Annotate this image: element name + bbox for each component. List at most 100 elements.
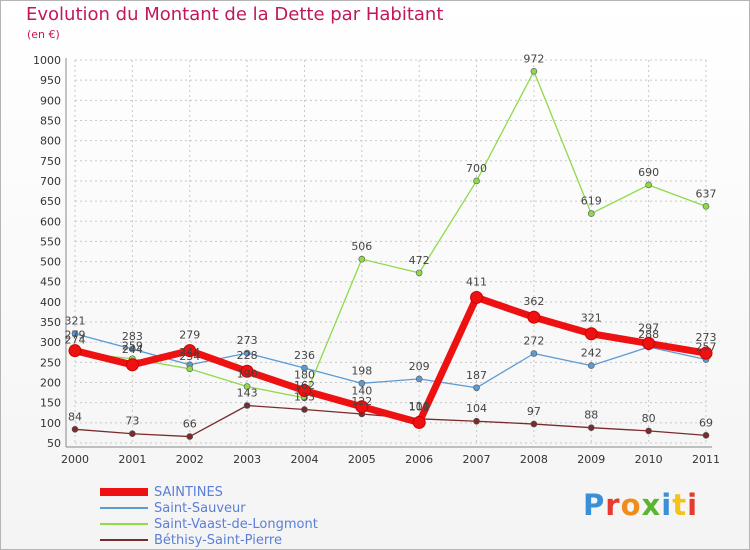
data-label: 162 <box>294 379 315 392</box>
data-point <box>71 425 79 433</box>
logo-letter: i <box>661 488 673 522</box>
data-point <box>301 406 308 413</box>
y-tick-label: 950 <box>40 74 61 87</box>
data-label: 140 <box>351 385 372 398</box>
data-point <box>587 362 595 369</box>
legend-label: SAINTINES <box>154 484 223 500</box>
data-point <box>702 203 710 210</box>
y-tick-label: 100 <box>40 417 61 430</box>
data-label: 234 <box>179 350 200 363</box>
grid-layer <box>74 59 707 444</box>
y-tick-label: 550 <box>40 235 61 248</box>
legend-label: Béthisy-Saint-Pierre <box>154 532 282 548</box>
y-tick-label: 600 <box>40 215 61 228</box>
data-label: 187 <box>466 369 487 382</box>
series-line-1 <box>74 333 707 389</box>
data-label: 190 <box>237 368 258 381</box>
data-label: 297 <box>638 321 659 334</box>
data-label: 272 <box>523 334 544 347</box>
series-line-2 <box>74 70 707 399</box>
data-point <box>68 344 82 358</box>
data-label: 88 <box>584 409 598 422</box>
data-label: 288 <box>638 328 659 341</box>
data-label: 97 <box>527 405 541 418</box>
logo-letter: P <box>583 488 606 522</box>
data-point <box>530 350 538 357</box>
data-point <box>473 417 480 425</box>
data-point <box>412 415 426 429</box>
data-point <box>129 430 136 438</box>
data-label: 972 <box>523 52 544 65</box>
data-label: 73 <box>125 415 139 428</box>
x-tick-label: 2007 <box>463 453 491 466</box>
legend-item: Béthisy-Saint-Pierre <box>100 532 318 548</box>
y-tick-label: 750 <box>40 155 61 168</box>
x-tick-label: 2011 <box>692 453 720 466</box>
data-label: 690 <box>638 166 659 179</box>
y-tick-label: 900 <box>40 94 61 107</box>
x-tick-label: 2003 <box>233 453 261 466</box>
y-tick-label: 50 <box>47 437 61 450</box>
data-label: 321 <box>581 312 602 325</box>
chart-title: Evolution du Montant de la Dette par Hab… <box>26 4 444 25</box>
x-tick-label: 2010 <box>635 453 663 466</box>
y-tick-label: 200 <box>40 377 61 390</box>
data-point <box>473 384 480 392</box>
x-tick-label: 2002 <box>176 453 204 466</box>
data-point <box>243 383 251 390</box>
data-label: 506 <box>351 240 372 253</box>
series-line-3 <box>74 404 707 438</box>
y-tick-label: 300 <box>40 336 61 349</box>
data-point <box>301 364 308 372</box>
data-label: 122 <box>351 395 372 408</box>
legend-swatch <box>100 539 148 541</box>
y-tick-label: 500 <box>40 256 61 269</box>
logo-letter: r <box>605 488 621 522</box>
x-tick-label: 2000 <box>61 453 89 466</box>
data-label: 180 <box>294 369 315 382</box>
legend-swatch <box>100 523 148 525</box>
data-point <box>527 310 541 324</box>
y-tick-label: 850 <box>40 114 61 127</box>
data-label: 273 <box>237 334 258 347</box>
data-label: 198 <box>351 364 372 377</box>
data-point <box>645 427 652 435</box>
y-tick-label: 700 <box>40 175 61 188</box>
data-label: 283 <box>122 330 143 343</box>
data-point <box>186 433 194 440</box>
logo-letter: x <box>641 488 662 522</box>
data-label: 101 <box>409 400 430 413</box>
data-label: 69 <box>699 416 713 429</box>
logo-letter: i <box>687 488 699 522</box>
data-label: 80 <box>642 412 656 425</box>
series-line-0 <box>71 293 710 426</box>
logo-letter: t <box>672 488 688 522</box>
y-tick-label: 350 <box>40 316 61 329</box>
data-label: 619 <box>581 195 602 208</box>
x-tick-label: 2005 <box>348 453 376 466</box>
chart-unit: (en €) <box>27 28 60 41</box>
data-label: 259 <box>122 340 143 353</box>
data-label: 279 <box>179 329 200 342</box>
data-label: 209 <box>409 360 430 373</box>
data-point <box>415 375 423 383</box>
data-label: 411 <box>466 275 487 288</box>
y-tick-label: 250 <box>40 356 61 369</box>
y-tick-label: 400 <box>40 296 61 309</box>
data-point <box>584 327 598 341</box>
legend-item: SAINTINES <box>100 484 318 500</box>
data-label: 362 <box>523 295 544 308</box>
data-label: 143 <box>237 387 258 400</box>
data-point <box>355 400 369 414</box>
legend-swatch <box>100 488 148 496</box>
data-point <box>587 424 595 431</box>
data-point <box>129 345 136 353</box>
data-point <box>297 384 311 398</box>
data-label: 236 <box>294 349 315 362</box>
data-point <box>530 420 538 428</box>
y-tick-label: 1000 <box>33 54 61 67</box>
data-point <box>642 336 656 350</box>
data-label: 66 <box>183 418 197 431</box>
logo-letter: o <box>620 488 642 522</box>
